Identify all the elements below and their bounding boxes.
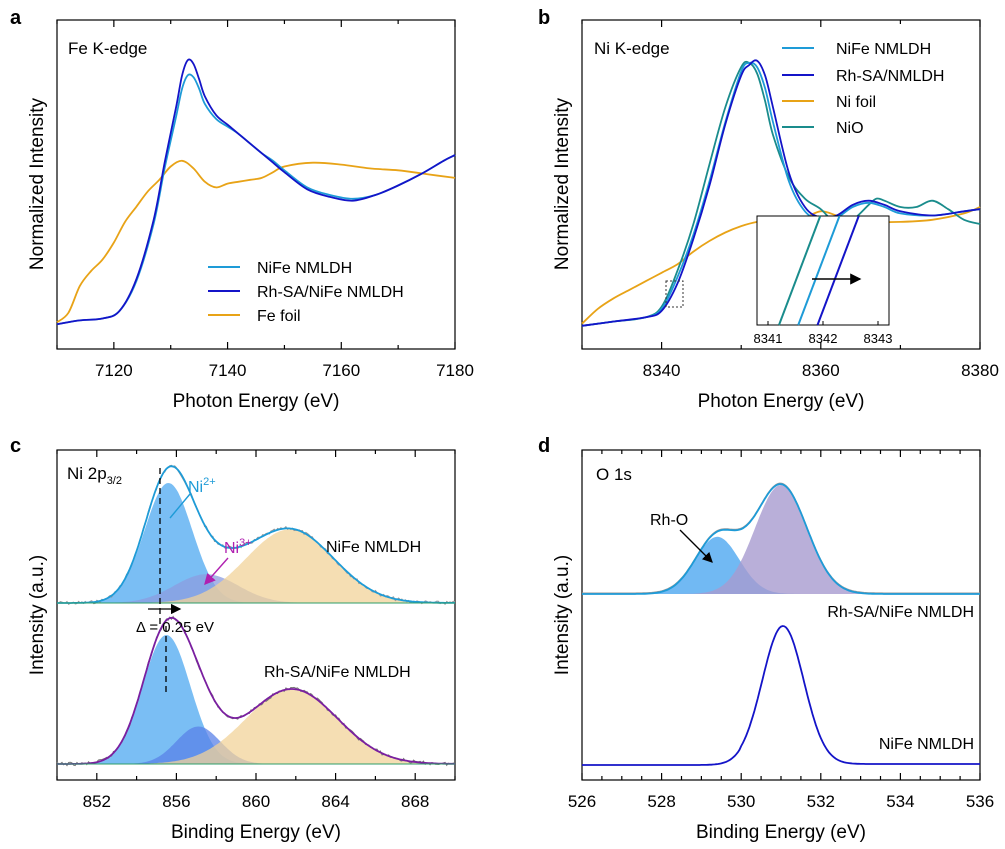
tick-label-a-7160: 7160 bbox=[322, 361, 360, 380]
fit-rh-sa-nife-nmldh-ni2 bbox=[57, 635, 455, 764]
annotation-fe-k-edge: Fe K-edge bbox=[68, 39, 147, 58]
raw-d-rh-sa bbox=[582, 482, 980, 594]
panel-b-ni-k-edge: 8340 8360 8380 Ni K-edge NiFe NMLDH Rh-SA/… bbox=[552, 19, 999, 412]
line-d-nife-nmldh bbox=[582, 625, 980, 766]
inset-frame bbox=[756, 215, 890, 326]
inset-line-nio bbox=[778, 215, 822, 326]
inset-tick-label-8341: 8341 bbox=[754, 331, 783, 346]
y-axis-label-a: Normalized Intensity bbox=[27, 97, 48, 270]
y-axis-label-c: Intensity (a.u.) bbox=[27, 555, 48, 675]
legend-label-nife-nmldh: NiFe NMLDH bbox=[257, 260, 352, 277]
series-label-c-rh-sa: Rh-SA/NiFe NMLDH bbox=[264, 664, 411, 681]
inset-line-rh-sa-nmldh bbox=[816, 215, 860, 326]
legend-label-b-nife: NiFe NMLDH bbox=[836, 41, 931, 58]
fit-d-lattice-o bbox=[582, 484, 980, 594]
tick-label-c-864: 864 bbox=[321, 792, 349, 811]
x-axis-label-d: Binding Energy (eV) bbox=[696, 822, 866, 843]
inset-line-nife-nmldh bbox=[797, 215, 841, 326]
fit-nife-nmldh-ni2 bbox=[57, 483, 455, 603]
tick-label-b-8360: 8360 bbox=[802, 361, 840, 380]
fit-nife-nmldh-ni3 bbox=[57, 574, 455, 603]
tick-label-d-528: 528 bbox=[647, 792, 675, 811]
series-label-c-nife: NiFe NMLDH bbox=[326, 539, 421, 556]
inset-tick-label-8343: 8343 bbox=[864, 331, 893, 346]
legend-label-b-nio: NiO bbox=[836, 120, 864, 137]
tick-label-b-8340: 8340 bbox=[643, 361, 681, 380]
series-label-d-nife: NiFe NMLDH bbox=[879, 736, 974, 753]
y-axis-label-b: Normalized Intensity bbox=[552, 97, 573, 270]
inset-tick-label-8342: 8342 bbox=[809, 331, 838, 346]
tick-label-a-7120: 7120 bbox=[95, 361, 133, 380]
line-b-nio bbox=[581, 60, 981, 327]
zoom-region-box bbox=[665, 280, 684, 308]
legend-label-b-rh-sa: Rh-SA/NMLDH bbox=[836, 68, 944, 85]
peak-label-ni3: Ni3+ bbox=[224, 537, 252, 557]
tick-label-c-860: 860 bbox=[242, 792, 270, 811]
tick-label-a-7180: 7180 bbox=[436, 361, 474, 380]
panel-label-b: b bbox=[538, 7, 550, 29]
x-axis-label-b: Photon Energy (eV) bbox=[698, 391, 865, 412]
line-b-nife-nmldh bbox=[581, 61, 981, 327]
rh-o-arrow bbox=[679, 529, 713, 563]
panel-a-fe-k-edge: 7120 7140 7160 7180 Fe K-edge NiFe NMLDH Rh… bbox=[27, 19, 474, 412]
panel-label-a: a bbox=[10, 7, 22, 29]
tick-label-c-856: 856 bbox=[162, 792, 190, 811]
tick-label-d-526: 526 bbox=[568, 792, 596, 811]
legend-label-fe-foil: Fe foil bbox=[257, 308, 301, 325]
annotation-ni-k-edge: Ni K-edge bbox=[594, 39, 670, 58]
tick-label-d-534: 534 bbox=[886, 792, 914, 811]
tick-label-d-532: 532 bbox=[807, 792, 835, 811]
line-a-fe-foil bbox=[56, 159, 456, 324]
x-axis-label-a: Photon Energy (eV) bbox=[173, 391, 340, 412]
tick-label-d-530: 530 bbox=[727, 792, 755, 811]
annotation-ni-2p: Ni 2p3/2 bbox=[67, 464, 122, 487]
tick-label-d-536: 536 bbox=[966, 792, 994, 811]
envelope-rh-sa-nife-nmldh bbox=[57, 616, 455, 765]
fit-rh-sa-nife-nmldh-satellite bbox=[57, 689, 455, 764]
panel-label-d: d bbox=[538, 435, 550, 457]
ni2-arrow bbox=[169, 493, 191, 519]
panel-c-ni-2p: 852 856 860 864 868 Ni 2p3/2 Ni2+ Ni3+ NiFe … bbox=[27, 449, 456, 843]
line-b-rh-sa-nmldh bbox=[581, 59, 981, 327]
peak-label-rh-o: Rh-O bbox=[650, 512, 688, 529]
envelope-nife-nmldh bbox=[57, 465, 455, 604]
legend-label-rh-sa: Rh-SA/NiFe NMLDH bbox=[257, 284, 404, 301]
legend-label-b-ni-foil: Ni foil bbox=[836, 94, 876, 111]
annotation-o-1s: O 1s bbox=[596, 465, 632, 484]
delta-label: Δ = 0.25 eV bbox=[136, 619, 214, 636]
plot-frame-a bbox=[56, 19, 456, 350]
panel-d-o-1s: 526 528 530 532 534 536 O 1s Rh-O Rh-SA/NiFe … bbox=[552, 449, 994, 843]
tick-label-c-868: 868 bbox=[401, 792, 429, 811]
series-label-d-rh-sa: Rh-SA/NiFe NMLDH bbox=[827, 604, 974, 621]
tick-label-b-8380: 8380 bbox=[961, 361, 999, 380]
panel-label-c: c bbox=[10, 435, 21, 457]
line-a-rh-sa-nife-nmldh bbox=[56, 58, 456, 326]
peak-label-ni2: Ni2+ bbox=[188, 476, 216, 496]
y-axis-label-d: Intensity (a.u.) bbox=[552, 555, 573, 675]
x-axis-label-c: Binding Energy (eV) bbox=[171, 822, 341, 843]
ni3-arrow bbox=[204, 557, 229, 586]
tick-label-c-852: 852 bbox=[83, 792, 111, 811]
plot-frame-b bbox=[581, 19, 981, 350]
envelope-d-rh-sa bbox=[582, 483, 980, 595]
tick-label-a-7140: 7140 bbox=[209, 361, 247, 380]
fit-nife-nmldh-satellite bbox=[57, 529, 455, 603]
